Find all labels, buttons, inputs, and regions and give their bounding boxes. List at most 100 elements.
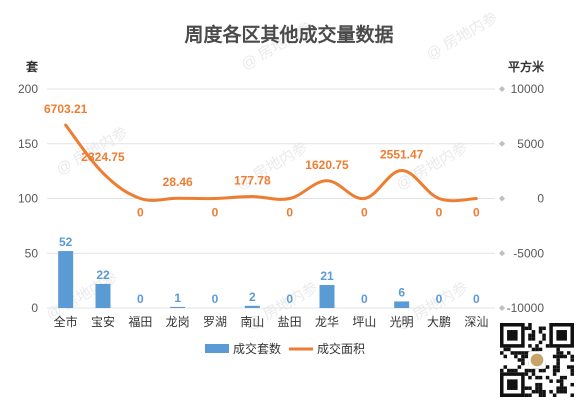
qr-module <box>535 382 539 387</box>
line-value-label: 0 <box>212 206 219 220</box>
qr-module <box>500 368 504 373</box>
bar-value-label: 0 <box>137 292 144 306</box>
qr-module <box>528 337 532 341</box>
qr-module <box>524 368 529 373</box>
qr-module <box>559 375 564 380</box>
qr-module <box>531 389 536 394</box>
qr-module <box>542 393 546 397</box>
qr-module <box>507 347 511 352</box>
category-label: 盐田 <box>278 315 302 329</box>
qr-module <box>542 368 546 373</box>
bar-value-label: 21 <box>320 269 334 283</box>
bar <box>394 301 410 308</box>
qr-module <box>514 368 518 373</box>
left-tick-label: 150 <box>18 137 38 151</box>
qr-logo <box>530 353 544 367</box>
qr-module <box>538 386 543 390</box>
qr-module <box>566 365 571 369</box>
line-value-label: 1620.75 <box>305 158 349 172</box>
qr-module <box>538 375 543 380</box>
right-tick-label: 10000 <box>511 82 545 96</box>
qr-module <box>570 372 574 376</box>
qr-module <box>535 386 539 390</box>
right-axis-unit: 平方米 <box>508 59 545 74</box>
line-value-label: 0 <box>361 206 368 220</box>
category-label: 龙岗 <box>166 315 190 329</box>
qr-module <box>563 389 567 394</box>
right-tick-marker <box>499 140 505 147</box>
qr-module <box>524 386 529 390</box>
right-tick-marker <box>499 86 505 92</box>
qr-module <box>528 386 532 390</box>
bar-value-label: 0 <box>286 292 293 306</box>
left-tick-label: 100 <box>18 192 38 206</box>
qr-module <box>538 340 543 345</box>
qr-module <box>570 365 574 369</box>
qr-module <box>559 386 564 390</box>
right-tick-marker <box>499 305 505 311</box>
qr-module <box>538 330 543 334</box>
qr-module <box>556 361 560 366</box>
qr-module <box>531 372 536 376</box>
qr-module <box>563 375 567 380</box>
qr-module <box>538 393 543 397</box>
category-label: 罗湖 <box>203 314 227 329</box>
data-labels: 52 22 0 1 0 2 0 21 0 6 0 0 6703.21 2324.75 0 28.46 0 177.… <box>44 102 480 306</box>
qr-finder-inner <box>507 379 518 390</box>
qr-module <box>521 351 525 355</box>
qr-finder-inner <box>556 330 567 341</box>
line-value-label: 0 <box>436 206 443 220</box>
qr-module <box>563 354 567 359</box>
category-label: 南山 <box>240 314 264 329</box>
category-label: 全市 <box>54 314 78 329</box>
qr-module <box>556 358 560 362</box>
watermark-layer: @ 房地内参 @ 房地内参 @ 房地内参 @ 房地内参 @ 房地内参 @ 房地内… <box>44 9 501 333</box>
qr-module <box>524 326 529 331</box>
qr-module <box>528 326 532 331</box>
qr-module <box>531 333 536 338</box>
qr-module <box>531 368 536 373</box>
qr-module <box>524 393 529 397</box>
qr-module <box>507 368 511 373</box>
qr-module <box>542 389 546 394</box>
qr-module <box>552 393 557 397</box>
qr-module <box>570 382 574 387</box>
qr-module <box>556 347 560 352</box>
qr-module <box>556 368 560 373</box>
qr-module <box>538 368 543 373</box>
qr-module <box>538 382 543 387</box>
qr-module <box>552 354 557 359</box>
legend-bar-swatch <box>205 344 229 353</box>
bar <box>95 283 111 308</box>
right-tick-label: 5000 <box>517 137 544 151</box>
qr-module <box>503 347 508 352</box>
qr-module <box>570 354 574 359</box>
qr-module <box>503 365 508 369</box>
qr-module <box>552 368 557 373</box>
qr-module <box>559 354 564 359</box>
qr-module <box>524 351 529 355</box>
qr-module <box>514 351 518 355</box>
legend-bar-label: 成交套数 <box>233 341 281 356</box>
area-line <box>64 123 478 203</box>
qr-module <box>538 347 543 352</box>
qr-module <box>556 354 560 359</box>
qr-module <box>521 361 525 366</box>
left-axis-unit: 套 <box>25 59 39 74</box>
qr-module <box>528 393 532 397</box>
right-tick-label: -5000 <box>513 246 544 260</box>
qr-module <box>531 330 536 334</box>
right-tick-label: 0 <box>537 192 544 206</box>
bar <box>58 251 74 308</box>
qr-module <box>559 351 564 355</box>
qr-module <box>521 354 525 359</box>
bar-series <box>58 251 410 308</box>
bar <box>244 305 260 308</box>
qr-module <box>528 375 532 380</box>
bar-value-label: 22 <box>96 268 110 282</box>
qr-module <box>545 365 550 369</box>
qr-module <box>514 354 518 359</box>
left-tick-label: 50 <box>25 246 39 260</box>
